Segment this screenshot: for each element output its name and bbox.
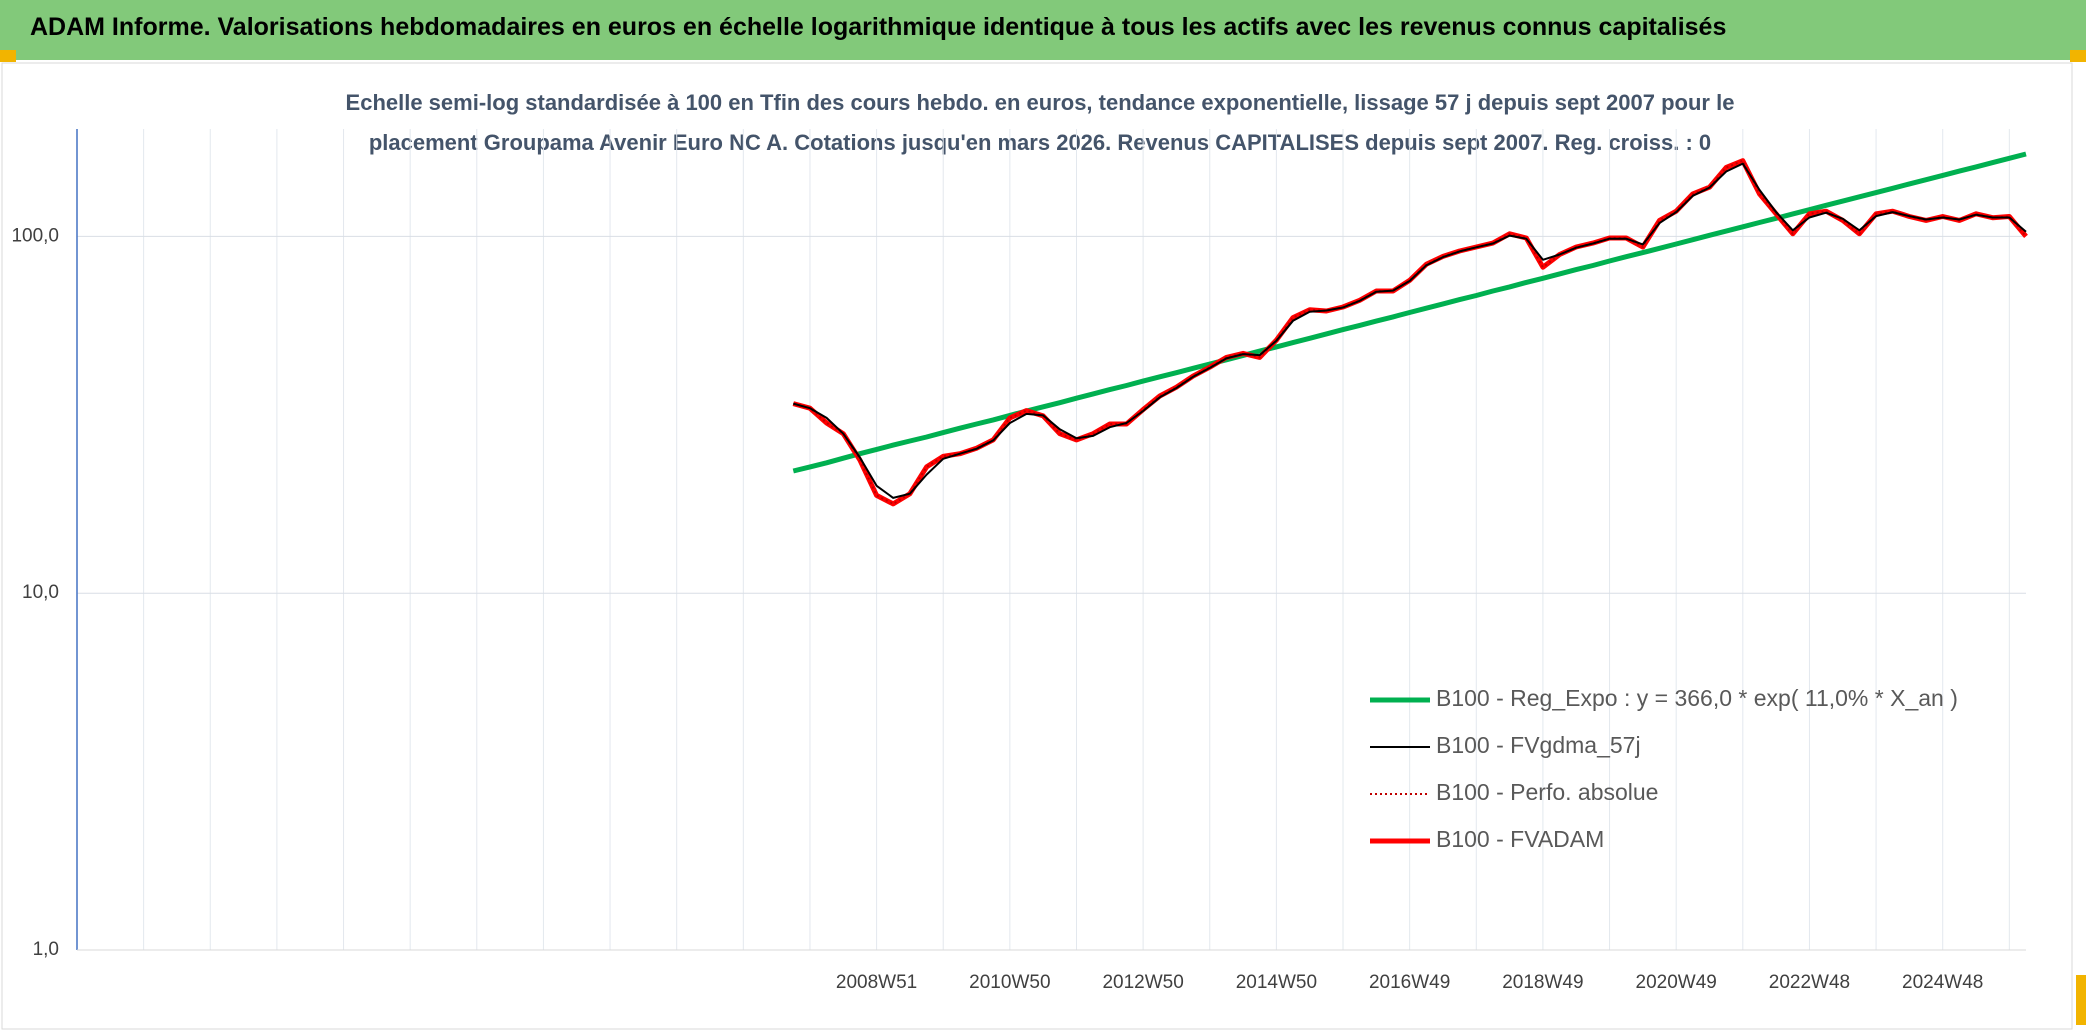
x-tick-label: 2016W49 xyxy=(1369,972,1450,993)
chart-frame xyxy=(1,62,2073,1030)
subtitle: Echelle semi-log standardisée à 100 en T… xyxy=(346,90,1735,115)
series-line xyxy=(793,159,2027,505)
y-tick-label: 100,0 xyxy=(11,225,59,246)
x-tick-label: 2024W48 xyxy=(1902,972,1983,993)
x-tick-label: 2010W50 xyxy=(969,972,1050,993)
header: ADAM Informe. Valorisations hebdomadaire… xyxy=(0,0,2086,60)
legend-label: B100 - Reg_Expo : y = 366,0 * exp( 11,0%… xyxy=(1436,685,1958,711)
series-line xyxy=(792,151,2027,474)
y-tick-label: 10,0 xyxy=(22,582,59,603)
header-title: ADAM Informe. Valorisations hebdomadaire… xyxy=(30,13,1727,41)
legend-label: B100 - FVADAM xyxy=(1436,826,1604,852)
corner-mark xyxy=(2070,50,2086,62)
legend-label: B100 - FVgdma_57j xyxy=(1436,732,1641,758)
x-tick-label: 2008W51 xyxy=(836,972,917,993)
series-line xyxy=(793,162,2027,499)
legend-label: B100 - Perfo. absolue xyxy=(1436,779,1658,805)
x-tick-label: 2022W48 xyxy=(1769,972,1850,993)
corner-mark xyxy=(2076,975,2086,1025)
x-tick-label: 2014W50 xyxy=(1236,972,1317,993)
corner-mark xyxy=(0,50,16,62)
x-tick-label: 2012W50 xyxy=(1102,972,1183,993)
subtitle: placement Groupama Avenir Euro NC A. Cot… xyxy=(369,130,1711,155)
x-tick-label: 2020W49 xyxy=(1636,972,1717,993)
x-tick-label: 2018W49 xyxy=(1502,972,1583,993)
y-tick-label: 1,0 xyxy=(33,939,59,960)
